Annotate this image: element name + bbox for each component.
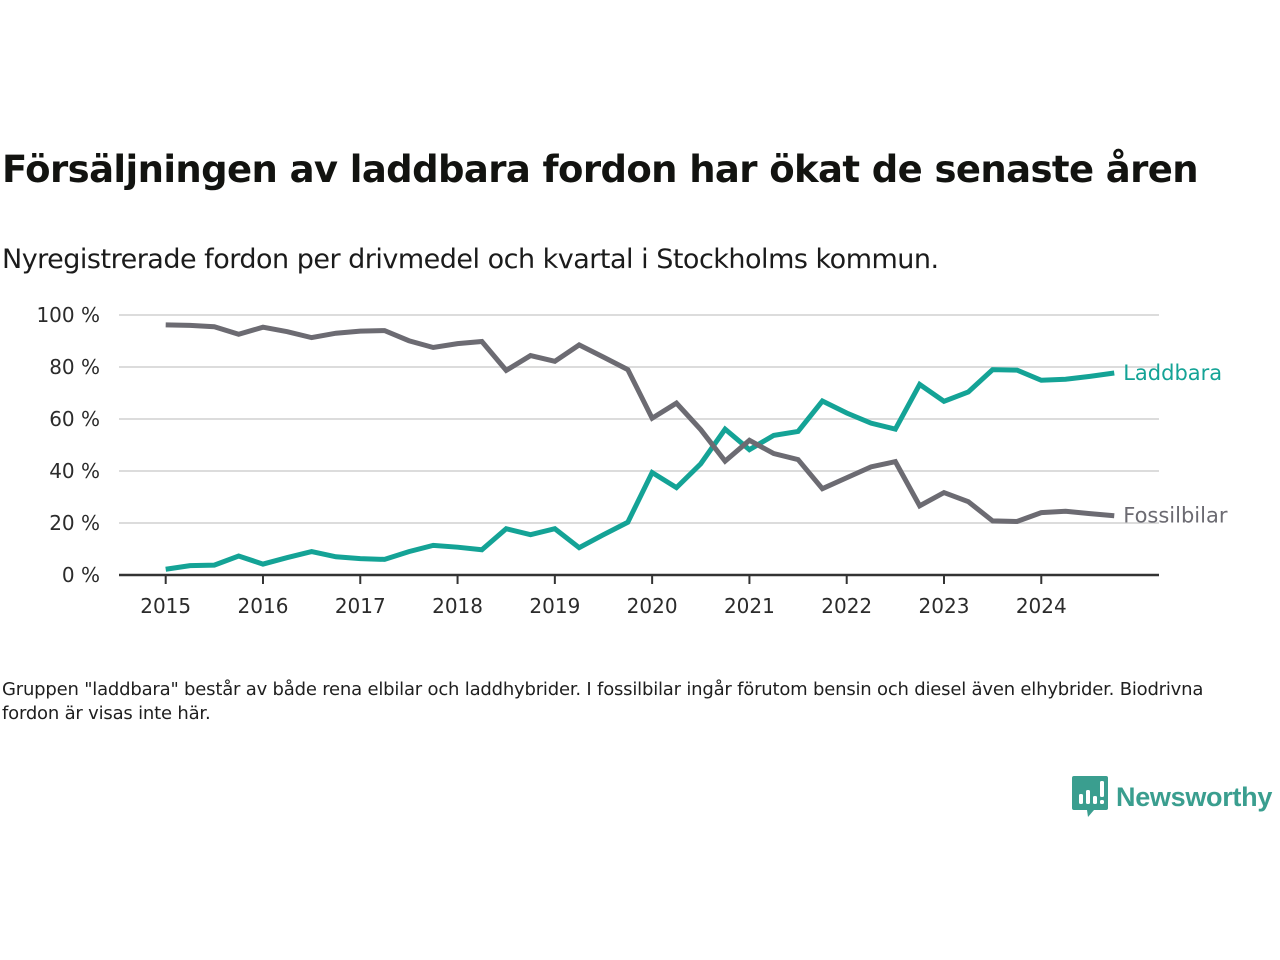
series-label-fossilbilar: Fossilbilar: [1123, 504, 1228, 528]
y-tick-label: 80 %: [49, 355, 100, 379]
y-tick-label: 0 %: [62, 563, 100, 587]
brand-name: Newsworthy: [1116, 781, 1273, 812]
y-axis: 0 % 20 % 40 % 60 % 80 % 100 %: [36, 303, 100, 587]
x-tick-label: 2016: [238, 594, 289, 618]
x-tick-label: 2018: [432, 594, 483, 618]
series-line-fossilbilar: [165, 322, 1115, 524]
series-label-laddbara: Laddbara: [1123, 361, 1222, 385]
x-axis: 2015 2016 2017 2018 2019 2020 2021 2022 2023 2024: [119, 573, 1159, 618]
series-line-laddbara: [165, 367, 1115, 572]
y-tick-label: 20 %: [49, 511, 100, 535]
x-tick-label: 2017: [335, 594, 386, 618]
bar-chart-speech-bubble-icon: [1072, 776, 1108, 817]
line-chart: 0 %20 %40 %60 %80 %100 % 2015 2016 2017 201…: [36, 303, 1228, 618]
x-tick-label: 2023: [919, 594, 970, 618]
y-tick-label: 100 %: [36, 303, 100, 327]
gridlines: [119, 314, 1159, 524]
y-tick-label: 40 %: [49, 459, 100, 483]
x-tick-label: 2020: [627, 594, 678, 618]
chart-title: Försäljningen av laddbara fordon har öka…: [2, 148, 1199, 191]
footnote: Gruppen "laddbara" består av både rena e…: [2, 679, 1204, 724]
x-tick-label: 2021: [724, 594, 775, 618]
y-tick-label: 60 %: [49, 407, 100, 431]
series-labels: Laddbara Fossilbilar: [1123, 361, 1228, 528]
chart-subtitle: Nyregistrerade fordon per drivmedel och …: [2, 244, 939, 275]
x-tick-label: 2024: [1016, 594, 1067, 618]
x-tick-label: 2015: [140, 594, 191, 618]
x-tick-label: 2019: [529, 594, 580, 618]
series-lines: [165, 322, 1115, 572]
x-tick-label: 2022: [821, 594, 872, 618]
newsworthy-logo: Newsworthy: [1072, 776, 1272, 818]
